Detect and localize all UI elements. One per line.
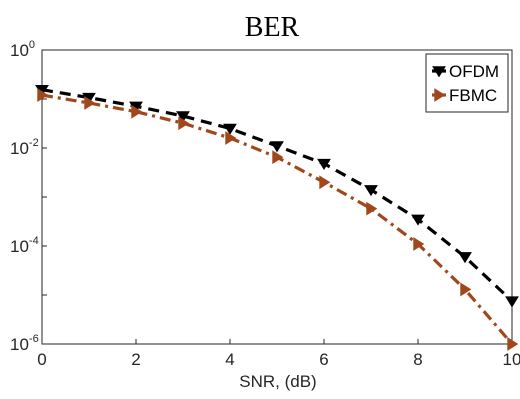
data-point-ofdm [317, 158, 331, 170]
y-tick-base: 10 [10, 41, 29, 60]
data-point-fbmc [225, 131, 237, 145]
legend-items: OFDM FBMC [432, 62, 499, 105]
y-tick-base: 10 [10, 237, 29, 256]
legend-marker [434, 88, 446, 102]
data-point-ofdm [223, 123, 237, 135]
x-tick-label: 10 [503, 350, 520, 369]
data-point-fbmc [131, 104, 143, 119]
series-layer [35, 84, 519, 351]
x-tick-label: 4 [225, 350, 234, 369]
data-point-ofdm [411, 214, 425, 226]
data-point-fbmc [84, 96, 96, 110]
legend-marker [432, 66, 446, 78]
series-fbmc [37, 88, 519, 351]
data-point-ofdm [458, 252, 472, 264]
y-tick-exponent: 0 [29, 39, 35, 51]
data-point-ofdm [364, 185, 378, 197]
x-tick-label: 0 [37, 350, 46, 369]
y-tick-label: 100 [10, 39, 35, 60]
legend-label: OFDM [449, 62, 499, 81]
legend: OFDM FBMC [425, 53, 509, 113]
data-point-fbmc [178, 116, 190, 131]
x-tick-label: 6 [319, 350, 328, 369]
data-point-fbmc [460, 282, 472, 297]
data-point-ofdm [270, 141, 284, 153]
y-tick-exponent: -2 [29, 137, 39, 149]
data-point-fbmc [507, 337, 519, 351]
x-tick-label: 8 [413, 350, 422, 369]
data-point-ofdm [176, 111, 190, 123]
y-tick-label: 10-4 [10, 235, 39, 256]
legend-item-ofdm: OFDM [432, 62, 499, 81]
series-ofdm [35, 84, 519, 308]
x-tick-label: 2 [131, 350, 140, 369]
legend-label: FBMC [449, 86, 497, 105]
chart-title: BER [245, 12, 300, 43]
y-tick-label: 10-6 [10, 333, 39, 354]
y-tick-base: 10 [10, 139, 29, 158]
data-point-fbmc [319, 175, 331, 190]
y-tick-label: 10-2 [10, 137, 39, 158]
y-tick-exponent: -6 [29, 333, 39, 345]
y-tick-exponent: -4 [29, 235, 39, 247]
data-point-ofdm [505, 296, 519, 308]
x-axis-label: SNR, (dB) [239, 372, 316, 391]
data-point-fbmc [366, 201, 378, 216]
data-point-fbmc [413, 237, 425, 251]
legend-item-fbmc: FBMC [432, 86, 497, 105]
data-point-fbmc [272, 150, 284, 165]
data-point-fbmc [37, 88, 49, 103]
y-tick-base: 10 [10, 335, 29, 354]
legend-box [425, 53, 509, 113]
